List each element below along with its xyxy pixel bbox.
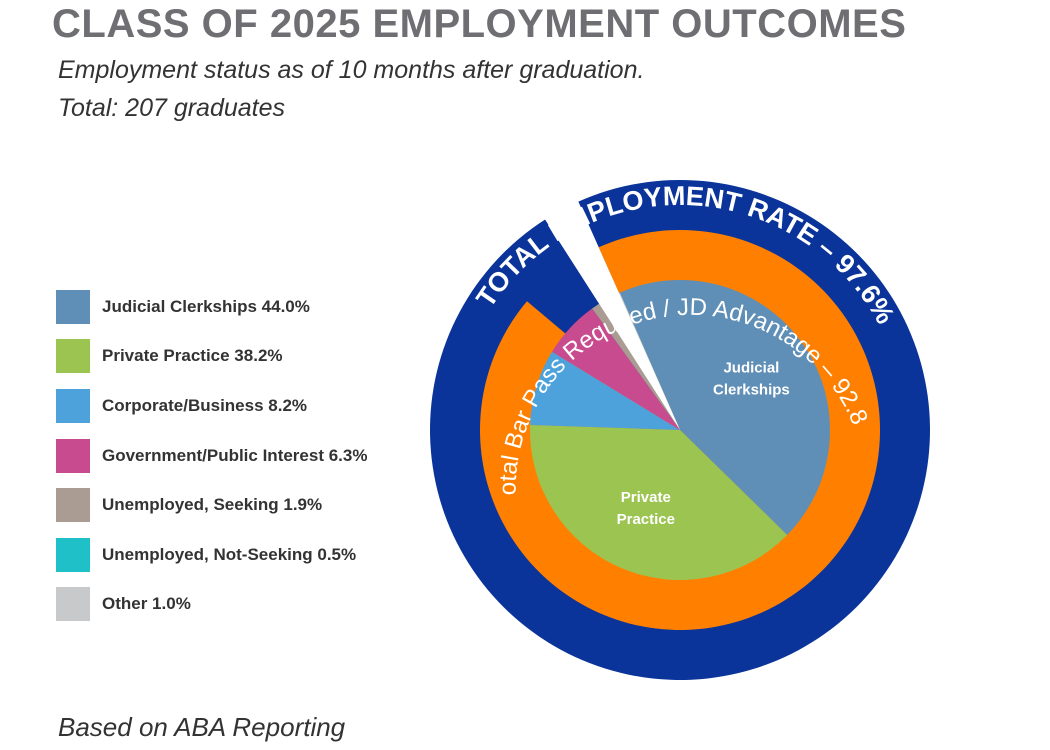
legend-label: Unemployed, Seeking 1.9% [102,495,323,515]
legend: Judicial Clerkships 44.0% Private Practi… [56,282,367,629]
legend-swatch [56,537,90,572]
slice-label-private-practice: Private Practice [617,489,675,528]
legend-item-judicial-clerkships: Judicial Clerkships 44.0% [56,282,367,332]
legend-item-unemployed-not-seeking: Unemployed, Not-Seeking 0.5% [56,530,367,580]
slice-judicial-clerkships [618,280,830,535]
chart-title: CLASS OF 2025 EMPLOYMENT OUTCOMES [52,2,907,46]
legend-label: Private Practice 38.2% [102,346,283,366]
legend-item-unemployed-seeking: Unemployed, Seeking 1.9% [56,480,367,530]
legend-label: Judicial Clerkships 44.0% [102,296,310,316]
chart-subtitle: Employment status as of 10 months after … [58,56,645,84]
legend-label: Corporate/Business 8.2% [102,395,308,415]
legend-item-corporate-business: Corporate/Business 8.2% [56,381,367,431]
source-note: Based on ABA Reporting [58,712,346,742]
graduate-total: Total: 207 graduates [58,94,286,122]
legend-item-other: Other 1.0% [56,580,367,630]
legend-swatch [56,289,90,324]
legend-label: Government/Public Interest 6.3% [102,445,368,465]
legend-label: Other 1.0% [102,594,191,614]
slice-unemployed-seeking [592,298,680,430]
chart-gap [543,197,680,430]
slice-private-practice [529,424,788,581]
legend-swatch [56,388,90,423]
slice-corporate-business [530,351,680,430]
legend-swatch [56,488,90,523]
slice-government-public-interest [552,308,680,430]
legend-swatch [56,438,90,473]
legend-label: Unemployed, Not-Seeking 0.5% [102,544,357,564]
legend-item-private-practice: Private Practice 38.2% [56,332,367,382]
legend-swatch [56,587,90,622]
slice-label-judicial-clerkships: Judicial Clerkships [713,359,790,398]
legend-swatch [56,339,90,374]
legend-item-government-public-interest: Government/Public Interest 6.3% [56,431,367,481]
